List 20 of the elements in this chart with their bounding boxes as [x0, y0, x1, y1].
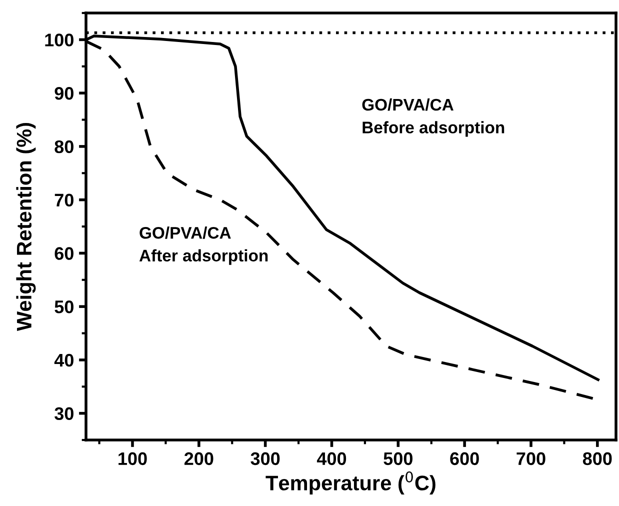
x-tick-label: 700 [516, 452, 546, 466]
x-tick-label: 800 [582, 452, 612, 466]
x-tick-label: 300 [250, 452, 280, 466]
y-tick-label: 50 [54, 300, 74, 314]
x-tick-label: 600 [450, 452, 479, 466]
y-tick-label: 90 [54, 86, 74, 100]
y-tick-label: 70 [54, 194, 74, 207]
annotation: GO/PVA/CA Before adsorption [362, 98, 504, 137]
y-tick-label: 40 [54, 354, 74, 367]
y-tick-label: 80 [54, 140, 74, 154]
x-axis-title: Temperature ($^{0}$C) [266, 471, 436, 495]
y-tick-label: 100 [45, 34, 74, 46]
annotation: GO/PVA/CA After adsorption [139, 226, 268, 265]
x-tick-label: 500 [384, 452, 412, 466]
x-tick-label: 100 [118, 452, 147, 466]
x-tick-label: 200 [184, 452, 214, 466]
y-tick-label: 60 [54, 247, 74, 260]
y-axis-title: Weight Retention (%) [16, 122, 36, 332]
y-tick-label: 30 [54, 407, 74, 420]
x-tick-label: 400 [316, 452, 346, 466]
